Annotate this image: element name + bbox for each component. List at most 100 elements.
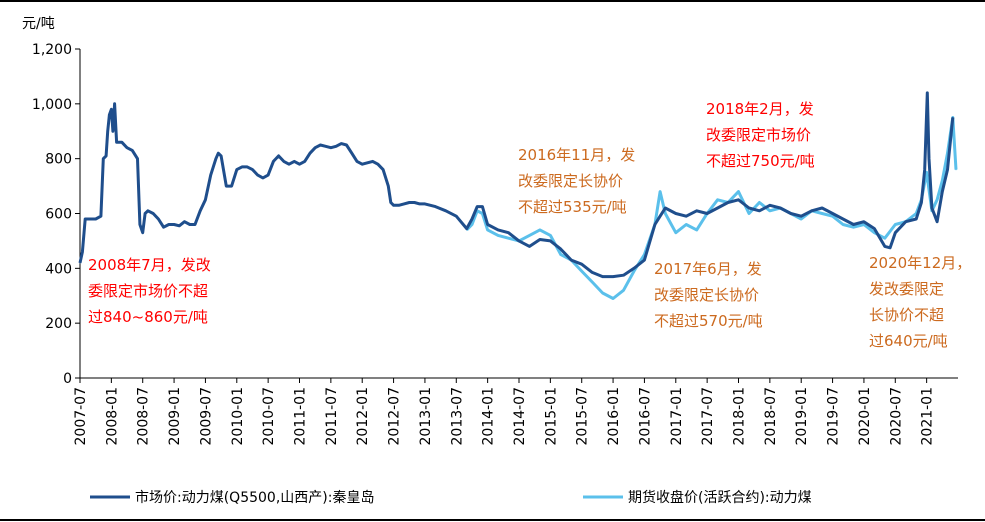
frame-bottom-border [0,519,985,521]
data-point [309,152,311,154]
data-point [539,238,541,241]
data-point [481,206,483,208]
data-point [685,223,687,226]
data-point [539,229,541,231]
annotation-line: 不超过750元/吨 [706,152,815,170]
series-layer [78,91,958,300]
data-point [424,203,426,205]
legend: 市场价:动力煤(Q5500,山西产):秦皇岛 期货收盘价(活跃合约):动力煤 [90,489,812,506]
data-point [560,254,562,256]
data-point [455,215,457,217]
data-point [852,226,855,228]
y-tick-label: 1,200 [32,42,72,58]
data-point [89,218,92,220]
data-point [236,169,238,171]
data-point [278,155,280,157]
x-tick-label: 2009-01 [167,387,183,446]
data-point [790,212,792,215]
data-point [941,180,943,182]
data-point [955,169,957,171]
x-tick-label: 2017-01 [669,387,685,446]
x-tick-label: 2018-01 [732,387,748,446]
data-point [107,130,109,132]
data-point [293,160,295,162]
y-tick-label: 1,000 [32,97,72,113]
data-point [241,166,243,168]
data-point [487,229,489,231]
data-point [497,229,499,231]
data-point [737,191,740,193]
data-point [272,160,274,162]
data-point [204,199,206,201]
data-point [471,223,473,226]
x-tick-label: 2007-07 [73,387,89,446]
data-point [654,223,656,226]
data-point [581,263,583,265]
data-point [246,166,248,168]
data-point [471,218,473,220]
data-point [408,201,410,204]
annotation-line: 2008年7月，发改 [88,256,211,274]
annotation-line: 改委限定长协价 [518,172,623,190]
data-point [215,158,217,160]
data-point [372,160,374,162]
x-tick-label: 2014-01 [481,387,497,446]
data-point [612,297,614,300]
data-point [121,141,123,143]
data-point [936,221,938,223]
data-point [345,144,348,146]
data-point [95,218,97,220]
data-point [283,160,285,162]
data-point [941,191,943,193]
data-point [920,201,923,204]
data-point [591,271,593,273]
data-point [633,267,635,269]
data-point [108,114,110,116]
data-point [706,212,708,215]
x-tick-label: 2011-01 [293,387,309,446]
data-point [549,240,552,242]
data-point [884,237,886,239]
data-point [351,152,353,154]
y-axis-title: 元/吨 [22,16,55,32]
y-tick-label: 400 [45,261,72,277]
data-point [152,212,154,215]
data-point [894,223,896,226]
annotation-line: 过840~860元/吨 [88,308,208,326]
y-tick-label: 0 [63,371,72,387]
data-point [330,147,332,149]
data-point [139,223,141,226]
x-tick-label: 2019-07 [826,387,842,446]
data-point [748,212,750,215]
data-point [476,206,478,208]
data-point [926,92,928,94]
data-point [102,158,104,160]
data-point [758,201,761,204]
data-point [220,155,222,157]
x-tick-label: 2008-01 [104,387,120,446]
data-point [832,215,834,217]
data-point [217,152,219,154]
annotation-line: 委限定市场价不超 [88,282,208,300]
data-point [675,212,677,215]
data-point [889,247,891,249]
data-point [659,215,661,217]
data-point [325,145,327,147]
data-point [126,147,128,149]
data-point [622,289,625,291]
x-tick-label: 2021-01 [920,387,936,446]
data-point [340,143,342,145]
annotation-line: 2016年11月，发 [518,146,635,164]
annotation-line: 不超过535元/吨 [518,198,627,216]
data-point [905,221,907,223]
x-tick-label: 2012-07 [387,387,403,446]
data-point [696,229,698,231]
annotation-line: 2017年6月，发 [654,260,762,278]
x-tick-label: 2016-07 [637,387,653,446]
data-point [178,225,180,227]
data-point [147,210,149,212]
data-point [873,228,876,230]
x-tick-label: 2015-07 [575,387,591,446]
